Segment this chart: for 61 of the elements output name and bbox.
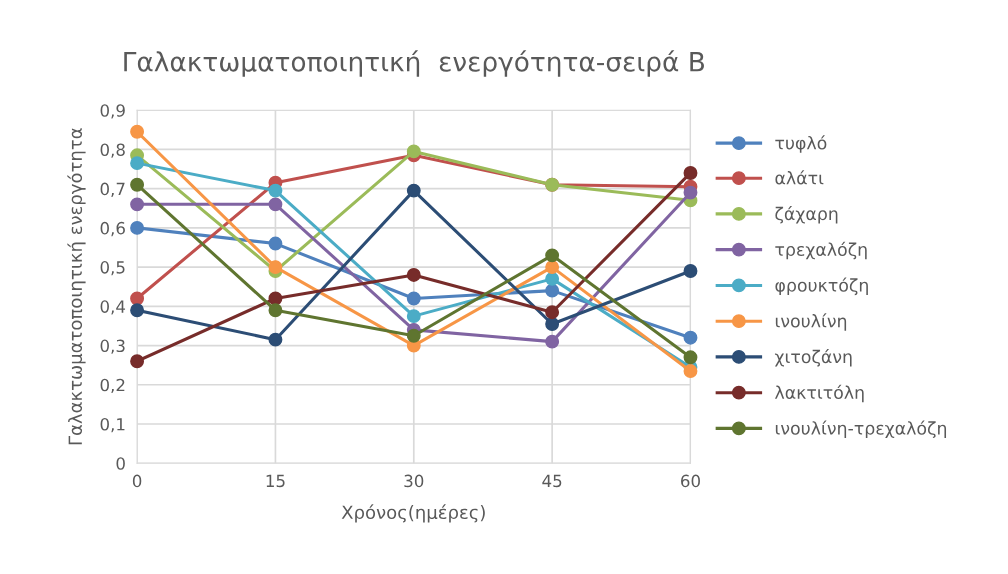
point (406, 309, 421, 324)
point (683, 166, 698, 180)
point (545, 271, 560, 286)
point (130, 220, 145, 235)
point (268, 236, 283, 251)
y-tick-label: 0,4 (100, 300, 126, 315)
point (130, 354, 145, 369)
point (683, 185, 698, 200)
point (406, 183, 421, 198)
legend-label: φρουκτόζη (775, 277, 868, 296)
point (545, 248, 560, 263)
legend-label: αλάτι (775, 170, 824, 185)
point (130, 197, 145, 212)
y-tick-label: 0,9 (100, 104, 125, 119)
y-tick-label: 0,3 (100, 339, 125, 354)
y-axis-title: Γαλακτωματοποιητική ενεργότητα (67, 128, 86, 445)
y-tick-label: 0,8 (100, 143, 125, 158)
point (268, 183, 283, 198)
point (268, 197, 283, 212)
point (683, 350, 698, 365)
legend-label: τρεχαλόζη (775, 241, 867, 260)
y-tick-label: 0,1 (100, 417, 125, 433)
point (406, 291, 421, 306)
point (406, 328, 421, 343)
y-tick-label: 0,2 (100, 378, 125, 394)
x-tick-label: 60 (681, 474, 700, 488)
point (683, 330, 698, 345)
point (545, 260, 560, 275)
legend-label: ινουλίνη-τρεχαλόζη (775, 420, 947, 439)
point (545, 305, 560, 320)
x-tick-label: 45 (542, 474, 562, 488)
point (268, 332, 283, 347)
point (130, 156, 145, 171)
point (545, 317, 560, 331)
y-tick-label: 0,7 (100, 182, 125, 197)
point (683, 364, 698, 378)
point (130, 124, 145, 139)
y-tick-label: 0,6 (100, 221, 125, 237)
legend-label: ζάχαρη (775, 206, 838, 224)
x-tick-label: 0 (132, 474, 142, 488)
x-tick-label: 15 (266, 474, 285, 488)
x-tick-label: 30 (404, 474, 424, 488)
point (545, 283, 560, 298)
point (268, 291, 283, 306)
point (130, 291, 145, 306)
y-tick-label: 0 (116, 457, 125, 470)
x-axis-title: Χρόνος(ημέρες) (341, 504, 485, 523)
legend-label: χιτοζάνη (774, 349, 852, 367)
point (130, 177, 145, 192)
chart-title: Γαλακτωματοποιητική ενεργότητα-σειρά Β (124, 50, 704, 77)
point (268, 303, 283, 318)
point (268, 260, 283, 275)
point (683, 264, 698, 278)
point (406, 144, 421, 159)
point (130, 303, 145, 318)
point (545, 334, 560, 349)
y-tick-label: 0,5 (100, 261, 125, 276)
legend-label: τυφλό (775, 135, 827, 153)
legend-label: ινουλίνη (775, 313, 847, 331)
legend-label: λακτιτόλη (774, 384, 864, 403)
point (406, 268, 421, 282)
